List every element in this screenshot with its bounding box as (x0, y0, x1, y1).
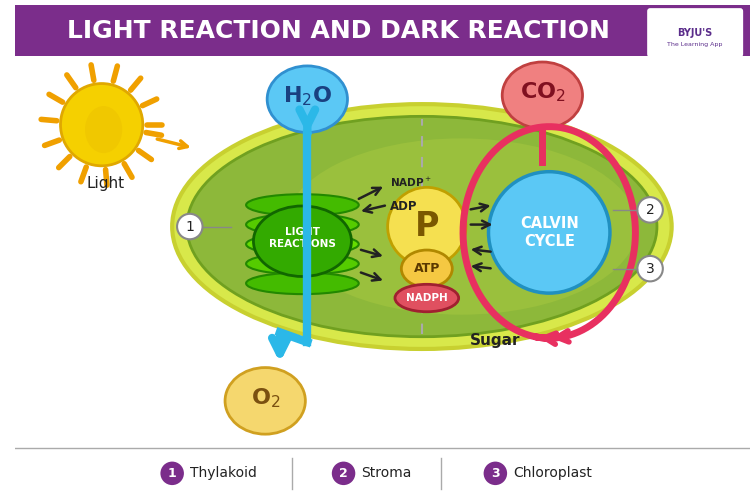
Ellipse shape (401, 250, 452, 287)
Text: Thylakoid: Thylakoid (190, 466, 256, 480)
Text: CALVIN
CYCLE: CALVIN CYCLE (520, 216, 578, 249)
Text: ADP: ADP (389, 201, 417, 214)
Text: H$_2$O: H$_2$O (283, 85, 332, 108)
Text: O$_2$: O$_2$ (251, 386, 280, 410)
Text: ATP: ATP (413, 262, 440, 275)
Circle shape (61, 84, 142, 166)
Circle shape (488, 172, 610, 293)
Ellipse shape (246, 253, 358, 275)
Circle shape (332, 462, 356, 485)
Text: The Learning App: The Learning App (668, 42, 723, 47)
Text: 2: 2 (646, 203, 655, 217)
Ellipse shape (225, 367, 305, 434)
Text: 1: 1 (185, 220, 194, 233)
Text: Light: Light (86, 176, 124, 191)
Text: CO$_2$: CO$_2$ (520, 81, 566, 104)
Circle shape (177, 214, 203, 239)
Circle shape (388, 187, 466, 266)
Ellipse shape (246, 214, 358, 235)
Ellipse shape (246, 233, 358, 255)
Text: NADP$^+$: NADP$^+$ (389, 176, 431, 189)
Text: NADPH: NADPH (406, 293, 448, 303)
Ellipse shape (246, 194, 358, 216)
Ellipse shape (246, 273, 358, 294)
FancyBboxPatch shape (647, 8, 743, 57)
Ellipse shape (395, 284, 459, 312)
Ellipse shape (172, 104, 672, 349)
Text: BYJU'S: BYJU'S (677, 28, 712, 38)
Text: LIGHT REACTION AND DARK REACTION: LIGHT REACTION AND DARK REACTION (68, 19, 610, 43)
Ellipse shape (285, 139, 638, 314)
Text: Sugar: Sugar (470, 333, 520, 348)
Text: 3: 3 (491, 467, 500, 480)
Circle shape (160, 462, 184, 485)
Ellipse shape (85, 106, 122, 153)
Text: LIGHT
REACTIONS: LIGHT REACTIONS (269, 227, 336, 249)
Circle shape (484, 462, 507, 485)
Ellipse shape (267, 66, 347, 133)
Circle shape (638, 197, 663, 223)
Ellipse shape (503, 62, 583, 129)
Text: 1: 1 (168, 467, 176, 480)
Text: Stroma: Stroma (362, 466, 412, 480)
Text: P: P (415, 210, 439, 243)
Ellipse shape (254, 206, 352, 277)
Text: Chloroplast: Chloroplast (513, 466, 592, 480)
Text: 3: 3 (646, 262, 655, 276)
Circle shape (638, 256, 663, 281)
Ellipse shape (187, 116, 657, 337)
Bar (16, 5, 750, 56)
Text: 2: 2 (339, 467, 348, 480)
